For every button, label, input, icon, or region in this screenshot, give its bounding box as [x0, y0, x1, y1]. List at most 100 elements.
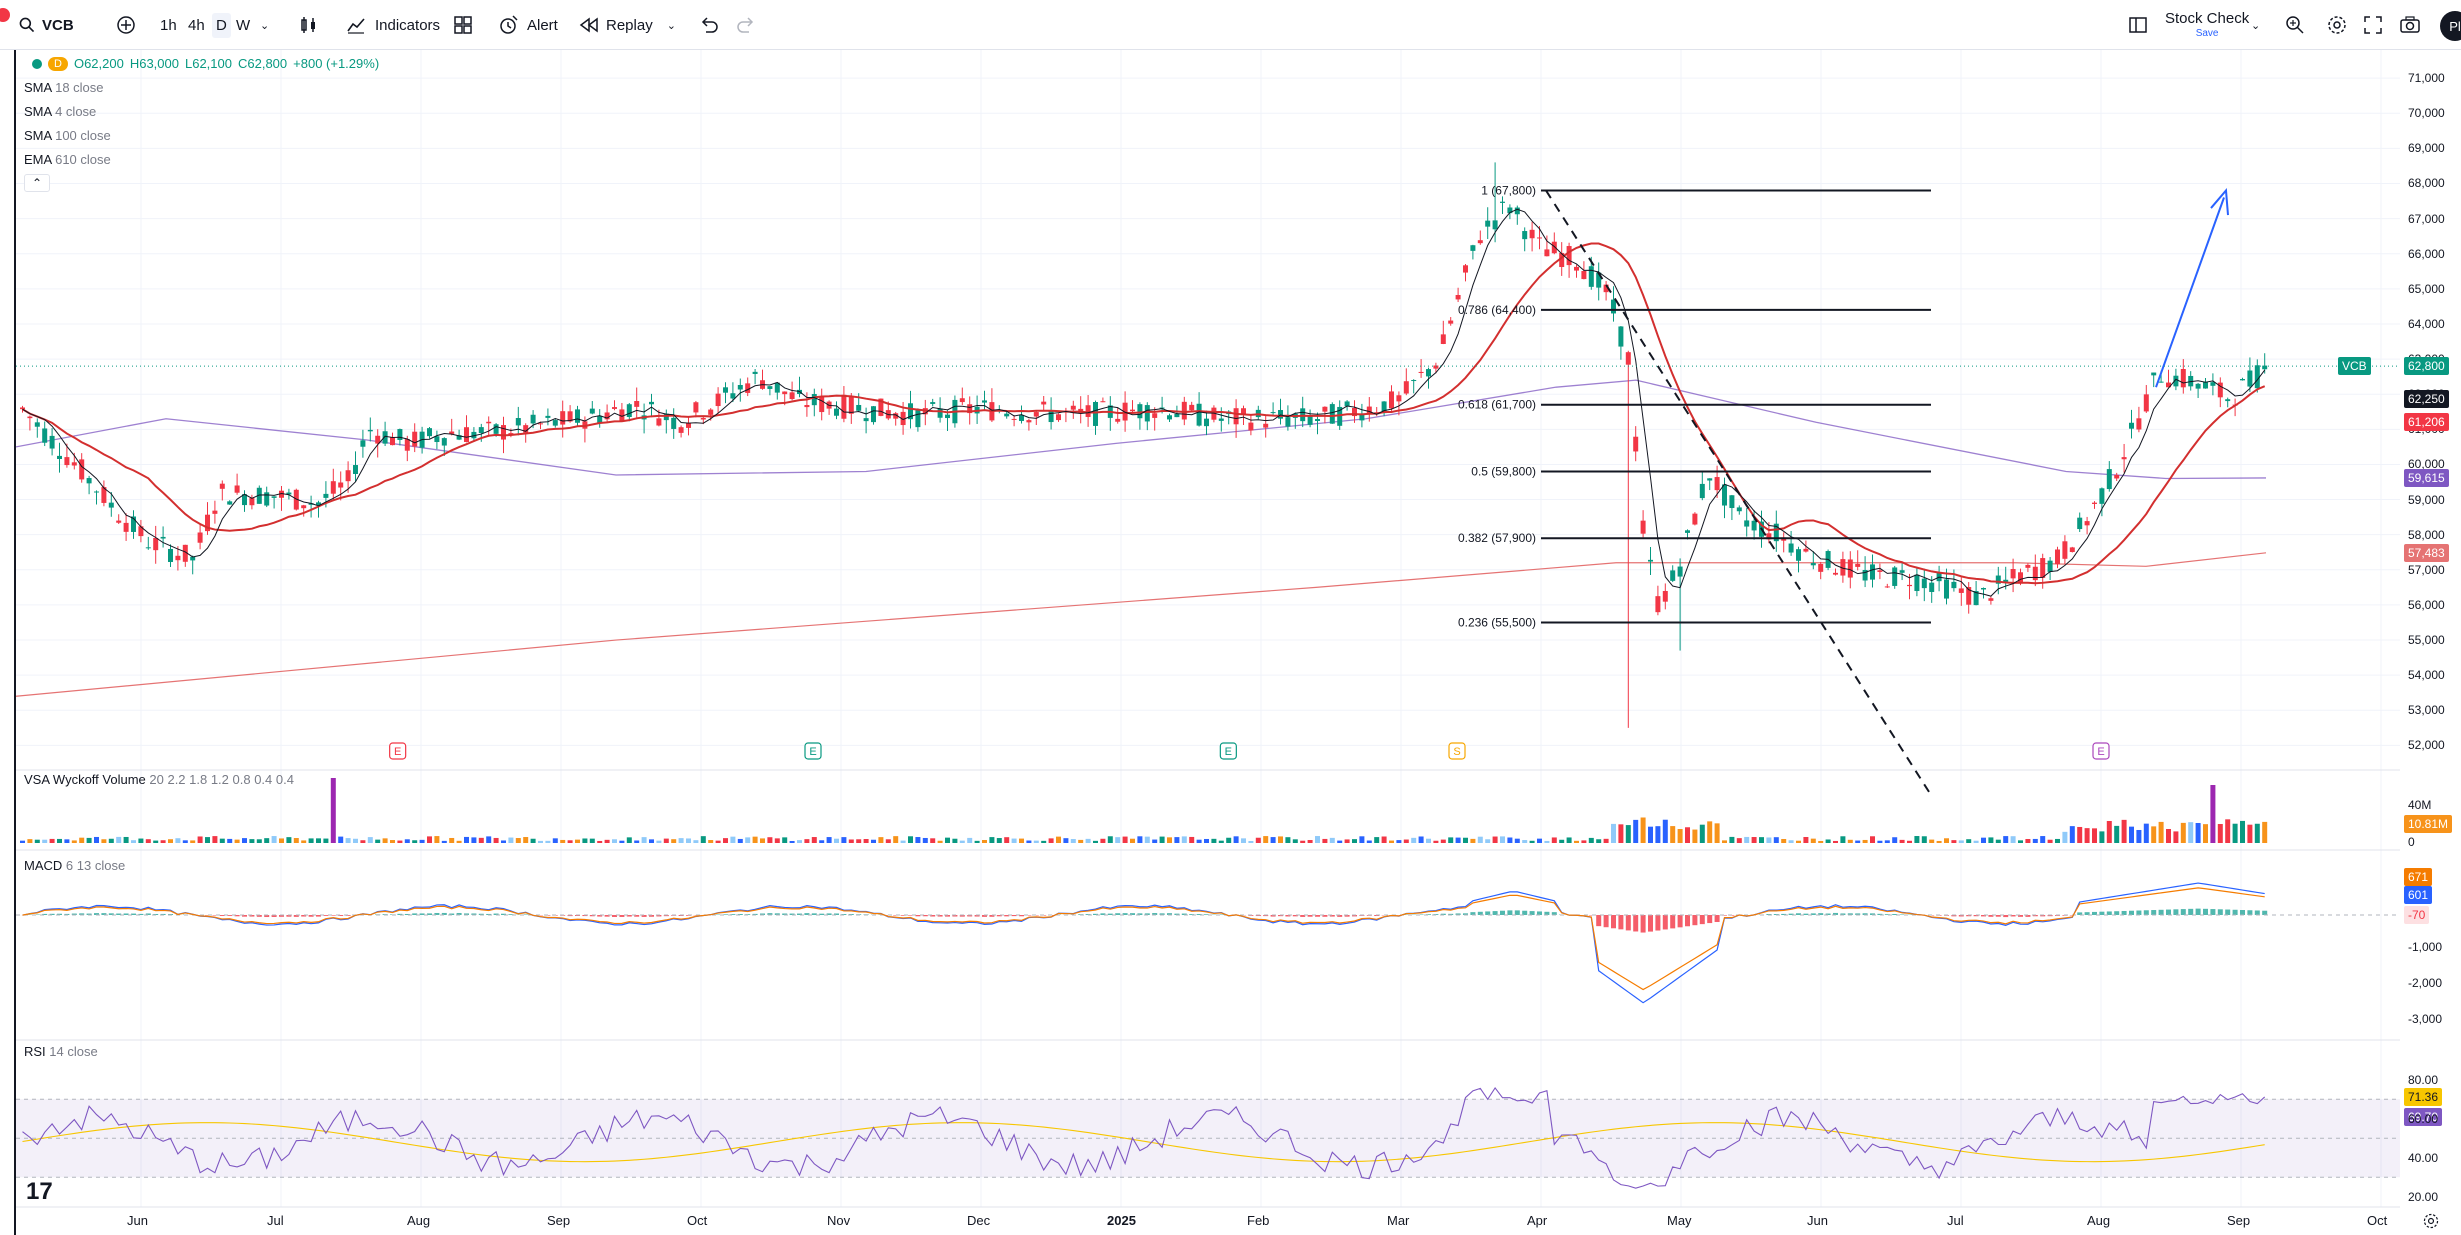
candle-body — [501, 425, 506, 440]
macd-pane-legend[interactable]: MACD 6 13 close — [24, 858, 125, 873]
candle-body — [64, 457, 70, 466]
quick-search-button[interactable] — [2284, 0, 2306, 50]
candle-body — [1070, 405, 1076, 410]
time-axis[interactable]: Jun Jul Aug Sep Oct Nov Dec 2025 Feb Mar Apr May Jun… — [14, 1207, 2400, 1235]
candle-body — [1033, 412, 1039, 417]
volume-bar — [1337, 840, 1343, 843]
macd-histogram-bar — [508, 914, 514, 915]
undo-button[interactable] — [698, 0, 720, 50]
ohlc-change: +800 (+1.29%) — [293, 56, 380, 71]
compare-button[interactable] — [115, 0, 137, 50]
axis-settings-button[interactable] — [2422, 1212, 2440, 1235]
alert-button[interactable]: Alert — [497, 0, 558, 50]
macd-histogram-bar — [131, 913, 136, 915]
macd-histogram-bar — [804, 913, 810, 915]
volume-bar — [1847, 839, 1853, 843]
user-avatar[interactable]: Pl — [2440, 11, 2461, 41]
layout-menu-button[interactable]: Stock Check Save — [2165, 0, 2249, 50]
candle-body — [2010, 569, 2016, 579]
indicator-legend-sma100[interactable]: SMA 100 close — [24, 128, 111, 143]
time-tick: Mar — [1387, 1213, 1410, 1228]
interval-dropdown[interactable]: ⌄ — [260, 0, 269, 50]
candle-body — [1722, 484, 1727, 506]
gear-icon — [2328, 16, 2346, 34]
indicator-legend-ema610[interactable]: EMA 610 close — [24, 152, 111, 167]
price-label: 62,800 — [2404, 357, 2449, 376]
interval-w[interactable]: W — [236, 0, 250, 50]
event-marker-letter: E — [2097, 746, 2104, 758]
volume-bar — [1218, 840, 1224, 843]
legend-collapse-button[interactable]: ⌃ — [24, 174, 50, 192]
interval-4h[interactable]: 4h — [188, 0, 205, 50]
volume-bar — [523, 837, 529, 843]
volume-bar — [2188, 822, 2194, 843]
volume-bar — [1485, 839, 1491, 843]
volume-bar — [2106, 820, 2112, 843]
macd-histogram-bar — [1781, 913, 1787, 915]
chart-type-button[interactable] — [298, 0, 320, 50]
volume-bar — [863, 839, 869, 843]
candle-body — [1181, 401, 1187, 420]
redo-button[interactable] — [735, 0, 757, 50]
macd-histogram-bar — [1485, 911, 1491, 915]
candle-body — [1766, 533, 1772, 540]
volume-bar — [752, 836, 758, 843]
layout-toggle-button[interactable] — [2127, 0, 2149, 50]
trend-line — [1545, 189, 1932, 796]
candle-body — [2099, 488, 2105, 504]
volume-bar — [1744, 836, 1750, 843]
candle-body — [1840, 559, 1846, 576]
price-scale[interactable]: 71,000 70,000 69,000 68,000 67,000 66,000 65,0… — [2338, 50, 2461, 1235]
symbol-search-button[interactable]: VCB — [18, 0, 74, 50]
replay-button[interactable]: Replay ⌄ — [578, 0, 676, 50]
settings-button[interactable] — [2326, 0, 2348, 50]
candle-body — [1100, 401, 1106, 403]
volume-pane-legend[interactable]: VSA Wyckoff Volume 20 2.2 1.8 1.2 0.8 0.… — [24, 772, 294, 787]
volume-bar — [42, 839, 48, 843]
layout-dropdown[interactable]: ⌄ — [2251, 0, 2260, 50]
tradingview-logo[interactable]: 17 — [26, 1178, 53, 1205]
price-tick: 69,000 — [2408, 141, 2445, 156]
indicator-legend-sma18[interactable]: SMA 18 close — [24, 80, 104, 95]
rsi-pane-legend[interactable]: RSI 14 close — [24, 1044, 98, 1059]
fullscreen-button[interactable] — [2362, 0, 2384, 50]
interval-d[interactable]: D — [212, 0, 231, 50]
candle-body — [656, 418, 662, 426]
volume-bar — [700, 836, 706, 843]
candle-body — [1463, 265, 1468, 273]
interval-1h[interactable]: 1h — [160, 0, 177, 50]
volume-bar — [1278, 836, 1283, 843]
rewind-icon — [579, 17, 598, 33]
snapshot-button[interactable] — [2399, 0, 2421, 50]
volume-bar — [589, 838, 595, 843]
volume-bar — [871, 839, 876, 843]
volume-bar — [153, 840, 159, 843]
price-label: 59,615 — [2404, 468, 2449, 487]
columns-icon — [2129, 17, 2147, 33]
event-marker — [2092, 742, 2110, 760]
chart-canvas[interactable]: 1 (67,800) 0.786 (64,400) 0.618 (61,700) 0.… — [16, 50, 2402, 1235]
volume-bar — [575, 839, 580, 843]
volume-bar — [71, 840, 77, 843]
chart-area[interactable]: 1 (67,800) 0.786 (64,400) 0.618 (61,700) 0.… — [14, 50, 2402, 1235]
candle-body — [27, 416, 33, 419]
volume-bar — [2136, 829, 2142, 843]
volume-bar — [634, 840, 640, 843]
volume-bar — [456, 840, 462, 843]
volume-bar — [1455, 837, 1461, 843]
macd-histogram-bar — [1840, 913, 1846, 915]
candle-body — [1300, 408, 1306, 422]
volume-bar — [2018, 840, 2023, 843]
macd-histogram-bar — [1278, 915, 1283, 917]
macd-histogram-bar — [338, 915, 344, 916]
macd-histogram-bar — [94, 913, 99, 915]
macd-histogram-bar — [634, 915, 640, 917]
templates-button[interactable] — [452, 0, 474, 50]
candle-body — [2136, 418, 2142, 430]
indicator-legend-sma4[interactable]: SMA 4 close — [24, 104, 96, 119]
macd-histogram-bar — [996, 915, 1002, 917]
ohlc-high: H63,000 — [129, 56, 179, 71]
candle-body — [2032, 566, 2038, 581]
price-tick: 56,000 — [2408, 597, 2445, 612]
indicators-button[interactable]: Indicators — [345, 0, 440, 50]
